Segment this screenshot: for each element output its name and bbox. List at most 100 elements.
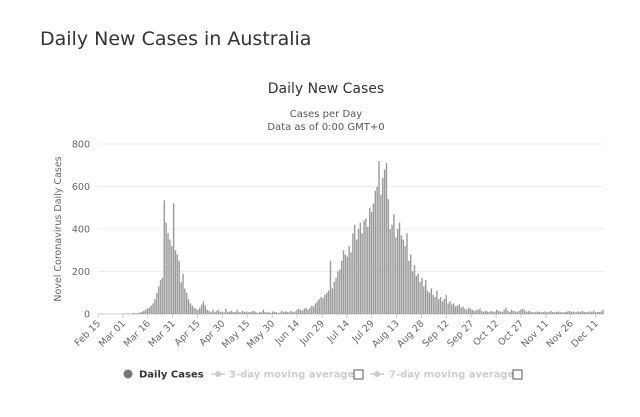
bar <box>548 311 550 315</box>
bar <box>365 218 367 315</box>
bar <box>262 309 264 314</box>
bar <box>535 311 537 315</box>
bar <box>174 250 177 314</box>
bar <box>579 311 582 315</box>
bar <box>185 292 188 314</box>
bar <box>576 311 578 315</box>
bar <box>456 305 459 314</box>
legend-item-7-day-average[interactable]: 7-day moving average <box>389 370 515 381</box>
bar <box>551 311 554 315</box>
legend-item-3-day-average[interactable]: 3-day moving average <box>229 370 355 381</box>
x-tick-label: Sep 12 <box>420 318 451 349</box>
bar <box>255 311 257 315</box>
bar <box>411 271 414 314</box>
y-tick-label: 0 <box>84 310 90 321</box>
bar <box>199 307 201 315</box>
bar <box>368 207 371 314</box>
chart-title: Daily New Cases <box>268 81 384 97</box>
y-axis-ticks: 0 200 400 600 800 <box>72 140 90 321</box>
bar <box>454 306 457 314</box>
bar <box>404 246 406 314</box>
bar <box>143 310 145 314</box>
bar <box>290 310 292 314</box>
bar <box>583 311 586 315</box>
chart-subtitle-line-2: Data as of 0:00 GMT+0 <box>267 122 384 133</box>
bar <box>206 309 208 314</box>
bar <box>180 282 182 315</box>
checkbox-7-day-average[interactable] <box>512 369 523 380</box>
bar <box>361 233 363 314</box>
bar <box>169 239 171 315</box>
bar <box>553 312 556 314</box>
bar <box>159 280 162 314</box>
bar <box>495 309 498 314</box>
bar <box>296 309 298 314</box>
bar <box>499 311 502 314</box>
x-tick-label: Jun 29 <box>297 318 327 348</box>
bar <box>144 309 147 314</box>
bar <box>163 200 165 314</box>
bar <box>148 307 151 315</box>
bar <box>424 280 427 314</box>
bar <box>428 292 431 314</box>
bar <box>161 277 164 315</box>
bar <box>137 312 139 314</box>
bar <box>395 237 397 314</box>
bar <box>348 246 350 314</box>
bar <box>451 304 453 314</box>
bar <box>298 308 300 314</box>
bar <box>157 286 160 315</box>
bar <box>243 311 246 315</box>
bar <box>275 311 278 315</box>
bar <box>232 311 235 315</box>
bar <box>167 233 169 314</box>
bar <box>415 275 418 314</box>
bar <box>346 256 348 315</box>
bar <box>481 310 483 314</box>
bar <box>510 309 513 314</box>
bar <box>187 299 190 315</box>
bar <box>550 310 552 314</box>
bar <box>520 309 522 314</box>
bar <box>423 286 425 315</box>
bar <box>523 310 526 314</box>
bar <box>266 312 268 314</box>
bar <box>436 290 438 315</box>
bar <box>434 297 436 314</box>
bar <box>335 277 337 315</box>
bar <box>184 288 186 314</box>
bar <box>227 311 229 315</box>
page-title: Daily New Cases in Australia <box>40 28 312 50</box>
bar <box>408 260 410 315</box>
bar <box>329 260 332 315</box>
bar <box>271 311 274 314</box>
bar <box>331 288 334 314</box>
bar <box>307 309 309 314</box>
bar <box>469 308 472 314</box>
bar <box>354 224 356 314</box>
bar <box>372 203 375 314</box>
bar <box>256 312 259 314</box>
bar <box>215 310 218 314</box>
checkbox-3-day-average[interactable] <box>353 369 364 380</box>
bar <box>445 294 447 315</box>
bar <box>327 290 330 315</box>
legend: Daily Cases 3-day moving average 7-day mov… <box>123 369 523 381</box>
bar <box>193 307 195 315</box>
bar <box>363 220 365 314</box>
bar <box>419 282 421 315</box>
bar <box>441 301 444 314</box>
legend-item-daily-cases[interactable]: Daily Cases <box>139 370 204 381</box>
bar <box>529 311 531 314</box>
bar <box>357 229 360 314</box>
bar <box>294 311 296 314</box>
bar <box>538 311 541 315</box>
bar <box>598 311 601 315</box>
bar <box>452 303 455 315</box>
bar <box>374 190 376 314</box>
bar <box>417 273 419 315</box>
bar <box>219 311 221 315</box>
bar <box>242 310 244 314</box>
bar <box>466 309 468 314</box>
